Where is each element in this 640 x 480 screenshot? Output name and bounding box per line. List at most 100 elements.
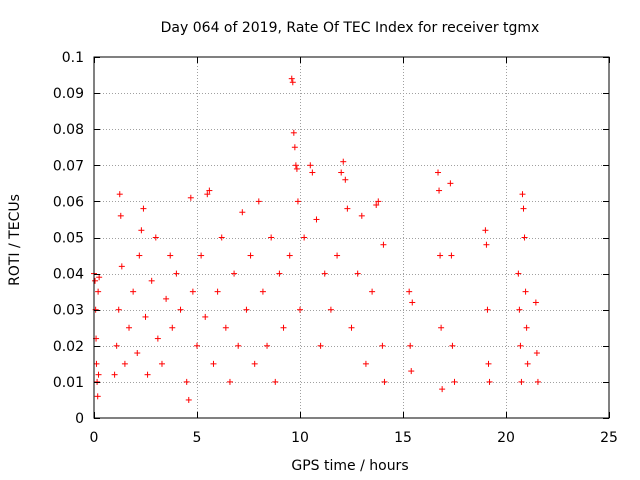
- data-point: [483, 241, 490, 248]
- data-point: [435, 169, 442, 176]
- data-point: [204, 191, 211, 198]
- data-point: [379, 342, 386, 349]
- data-point: [118, 263, 125, 270]
- data-point: [381, 378, 388, 385]
- data-point: [255, 198, 262, 205]
- data-point: [251, 360, 258, 367]
- data-point: [130, 288, 137, 295]
- grid-lines: [94, 57, 609, 418]
- data-point: [96, 274, 103, 281]
- y-tick-label: 0.1: [62, 50, 84, 66]
- data-point: [291, 144, 298, 151]
- x-tick-labels: 0 5 10 15 20 25: [90, 430, 618, 446]
- data-point: [407, 342, 414, 349]
- data-point: [134, 350, 141, 357]
- data-point: [307, 162, 314, 169]
- data-point: [94, 378, 101, 385]
- data-point: [126, 324, 133, 331]
- data-point: [358, 212, 365, 219]
- x-tick-label: 10: [291, 430, 309, 446]
- data-point: [484, 306, 491, 313]
- y-tick-label: 0.03: [53, 303, 84, 319]
- data-point: [327, 306, 334, 313]
- data-point: [290, 129, 297, 136]
- data-point: [436, 187, 443, 194]
- data-point: [148, 277, 155, 284]
- data-point: [301, 234, 308, 241]
- data-point: [94, 393, 101, 400]
- data-point: [448, 252, 455, 259]
- data-point: [447, 180, 454, 187]
- data-point: [369, 288, 376, 295]
- data-point: [222, 324, 229, 331]
- data-point: [297, 306, 303, 313]
- data-point: [520, 205, 527, 212]
- data-point: [173, 270, 180, 277]
- x-tick-label: 5: [193, 430, 202, 446]
- data-point: [169, 324, 176, 331]
- data-point: [344, 205, 351, 212]
- y-tick-label: 0.05: [53, 231, 84, 247]
- data-point: [144, 371, 151, 378]
- data-point: [292, 162, 299, 169]
- data-point: [288, 75, 295, 82]
- y-tick-label: 0: [75, 411, 84, 427]
- data-point: [293, 165, 300, 172]
- data-point: [210, 360, 217, 367]
- data-point: [334, 252, 341, 259]
- chart-title: Day 064 of 2019, Rate Of TEC Index for r…: [161, 20, 540, 36]
- data-point: [95, 371, 102, 378]
- data-point: [348, 324, 355, 331]
- data-point: [259, 288, 266, 295]
- data-point: [142, 313, 149, 320]
- data-point: [138, 227, 145, 234]
- data-point: [375, 198, 382, 205]
- y-tick-label: 0.06: [53, 194, 84, 210]
- data-point: [515, 270, 522, 277]
- y-tick-labels: 0 0.01 0.02 0.03 0.04 0.05 0.06 0.07 0.08 0.09 0.1: [53, 50, 84, 427]
- data-point: [380, 241, 387, 248]
- data-point: [294, 198, 301, 205]
- data-point: [519, 191, 526, 198]
- data-point: [521, 234, 528, 241]
- data-point: [177, 306, 184, 313]
- y-tick-label: 0.02: [53, 339, 84, 355]
- data-point: [136, 252, 143, 259]
- axis-ticks: [94, 57, 610, 419]
- data-point: [406, 288, 413, 295]
- data-point: [485, 360, 492, 367]
- data-point: [516, 306, 523, 313]
- data-point: [524, 360, 531, 367]
- data-points: [91, 75, 541, 403]
- data-point: [185, 396, 192, 403]
- y-tick-label: 0.08: [53, 122, 84, 138]
- x-axis-label: GPS time / hours: [291, 458, 408, 474]
- data-point: [163, 295, 170, 302]
- data-point: [362, 360, 369, 367]
- data-point: [95, 288, 102, 295]
- data-point: [92, 277, 99, 284]
- data-point: [206, 187, 213, 194]
- data-point: [116, 191, 123, 198]
- data-point: [522, 288, 529, 295]
- data-point: [449, 342, 456, 349]
- y-tick-label: 0.09: [53, 86, 84, 102]
- x-tick-label: 25: [600, 430, 618, 446]
- data-point: [187, 194, 194, 201]
- data-point: [264, 342, 271, 349]
- y-tick-label: 0.07: [53, 158, 84, 174]
- data-point: [235, 342, 242, 349]
- x-tick-label: 15: [394, 430, 412, 446]
- data-point: [239, 209, 246, 216]
- x-tick-label: 0: [90, 430, 99, 446]
- y-tick-label: 0.04: [53, 267, 84, 283]
- data-point: [338, 169, 345, 176]
- y-tick-label: 0.01: [53, 375, 84, 391]
- y-axis-label: ROTI / TECUs: [7, 194, 23, 286]
- data-point: [534, 378, 541, 385]
- x-tick-label: 20: [497, 430, 515, 446]
- data-point: [532, 299, 539, 306]
- data-point: [247, 252, 254, 259]
- data-point: [439, 386, 446, 393]
